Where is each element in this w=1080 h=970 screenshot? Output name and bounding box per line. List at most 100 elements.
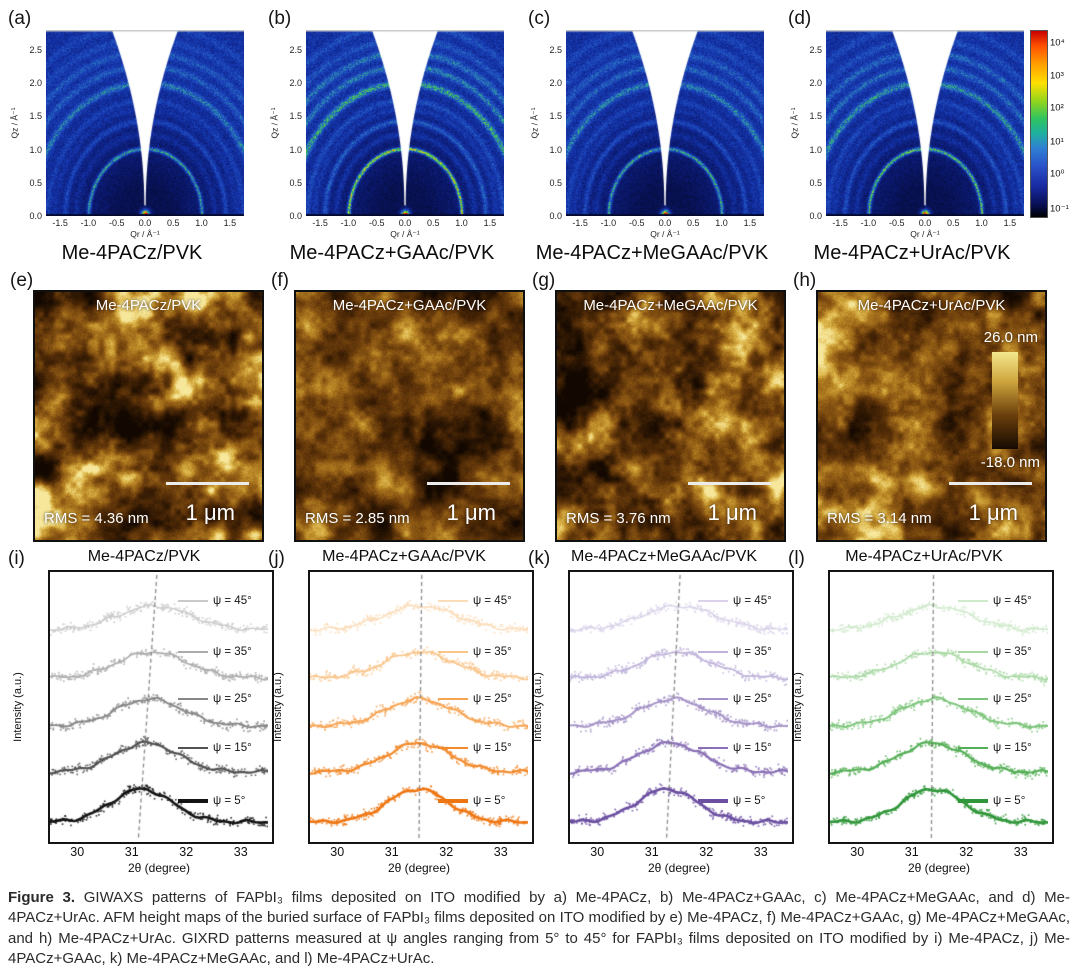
- gixrd-plot-j: [310, 572, 528, 842]
- x-tick-label: 32: [699, 845, 714, 859]
- y-axis-label: Intensity (a.u.): [532, 672, 544, 742]
- x-tick-label: 1.0: [715, 218, 728, 228]
- x-tick-label: 30: [850, 845, 865, 859]
- x-axis-label: Qr / Å⁻¹: [130, 229, 160, 239]
- y-axis-ticks: 0.0 0.5 1.0 1.5 2.0 2.5: [278, 30, 304, 221]
- sample-label-a: Me-4PACz/PVK: [61, 242, 203, 264]
- giwaxs-heatmap-b: [306, 30, 504, 216]
- x-tick-label: 0.5: [427, 218, 440, 228]
- scale-bar: [949, 482, 1032, 485]
- x-tick-label: 0.0: [138, 218, 152, 228]
- gixrd-title-k: Me-4PACz+MeGAAc/PVK: [571, 548, 757, 565]
- giwaxs-panel-c: (c) Qz / Å⁻¹ 0.0 0.5 1.0 1.5 2.0 2.5 -1.5 -1.0…: [526, 6, 778, 268]
- y-tick-label: 0.0: [549, 211, 562, 221]
- plot-frame: [48, 570, 274, 844]
- y-tick-label: 2.5: [809, 44, 822, 55]
- afm-image-g: Me-4PACz+MeGAAc/PVK RMS = 3.76 nm 1 μm: [555, 290, 786, 542]
- gixrd-panel-j: (j) Me-4PACz+GAAc/PVK Intensity (a.u.) ψ…: [266, 546, 534, 886]
- sample-label-b: Me-4PACz+GAAc/PVK: [289, 242, 495, 264]
- giwaxs-panel-b: (b) Qz / Å⁻¹ 0.0 0.5 1.0 1.5 2.0 2.5 -1.5 -1.0…: [266, 6, 518, 268]
- x-axis-label: 2θ (degree): [387, 861, 451, 875]
- sample-label-c: Me-4PACz+MeGAAc/PVK: [535, 242, 769, 264]
- giwaxs-plot-d: Qz / Å⁻¹ 0.0 0.5 1.0 1.5 2.0 2.5 -1.5 -1.0 -0.5…: [786, 30, 1038, 242]
- x-tick-label: 0.0: [918, 218, 932, 228]
- panel-letter-j: (j): [268, 548, 285, 569]
- y-tick-label: 2.5: [549, 44, 562, 55]
- panel-letter-b: (b): [268, 8, 292, 29]
- afm-panel-h: (h) Me-4PACz+UrAc/PVK 26.0 nm -18.0 nm R…: [791, 268, 1051, 546]
- x-axis-label: Qr / Å⁻¹: [650, 229, 680, 239]
- gixrd-plot-k: [570, 572, 788, 842]
- x-tick-label: 33: [753, 845, 768, 859]
- colorbar-tick-label: 10⁻¹: [1050, 203, 1069, 215]
- y-tick-label: 1.0: [289, 144, 302, 155]
- x-tick-label: 31: [384, 845, 399, 859]
- panel-letter-g: (g): [532, 270, 556, 291]
- x-axis-label: 2θ (degree): [127, 861, 191, 875]
- x-tick-label: -1.5: [572, 218, 588, 228]
- x-axis-label: 2θ (degree): [647, 861, 711, 875]
- giwaxs-heatmap-c: [566, 30, 764, 216]
- panel-letter-l: (l): [788, 548, 805, 569]
- colorbar-tick-label: 10³: [1050, 70, 1064, 82]
- scale-bar-label: 1 μm: [446, 500, 496, 525]
- caption-text: GIWAXS patterns of FAPbI₃ films deposite…: [8, 889, 1070, 967]
- y-tick-label: 2.0: [549, 78, 562, 89]
- y-tick-label: 1.5: [29, 111, 42, 122]
- x-tick-label: 1.5: [743, 218, 757, 228]
- x-axis-ticks: 30 31 32 33: [308, 845, 534, 859]
- afm-sample-label: Me-4PACz/PVK: [95, 297, 202, 314]
- y-tick-label: 2.0: [289, 78, 302, 89]
- x-axis-ticks: 30 31 32 33: [48, 845, 274, 859]
- x-axis-ticks: -1.5 -1.0 -0.5 0.0 0.5 1.0 1.5: [46, 218, 244, 229]
- y-tick-label: 1.5: [809, 111, 822, 122]
- giwaxs-plot-a: Qz / Å⁻¹ 0.0 0.5 1.0 1.5 2.0 2.5 -1.5 -1.0 -0.5…: [6, 30, 258, 242]
- caption-label: Figure 3.: [8, 889, 76, 906]
- y-tick-label: 0.0: [289, 211, 302, 221]
- x-tick-label: -0.5: [368, 218, 385, 228]
- x-tick-label: 30: [70, 845, 85, 859]
- giwaxs-panel-d: (d) Qz / Å⁻¹ 0.0 0.5 1.0 1.5 2.0 2.5 -1.5 -1.0…: [786, 6, 1038, 268]
- x-axis-ticks: -1.5 -1.0 -0.5 0.0 0.5 1.0 1.5: [306, 218, 504, 229]
- y-tick-label: 2.5: [289, 44, 302, 55]
- x-tick-label: 1.5: [1003, 218, 1017, 228]
- x-tick-label: 0.5: [947, 218, 960, 228]
- colorbar-tick-label: 10⁴: [1050, 37, 1065, 49]
- y-tick-label: 1.0: [549, 144, 562, 155]
- x-tick-label: 33: [233, 845, 248, 859]
- gixrd-title-i: Me-4PACz/PVK: [87, 548, 201, 565]
- gixrd-panel-i: (i) Me-4PACz/PVK Intensity (a.u.) ψ = 45…: [6, 546, 274, 886]
- x-tick-label: 32: [959, 845, 974, 859]
- y-tick-label: 0.5: [29, 177, 42, 188]
- x-tick-label: -1.5: [312, 218, 328, 228]
- plot-frame: [568, 570, 794, 844]
- y-tick-label: 1.5: [549, 111, 562, 122]
- colorbar-tick-label: 10¹: [1050, 136, 1064, 148]
- afm-height-map-f: [296, 292, 523, 540]
- y-tick-label: 2.0: [29, 78, 42, 89]
- x-axis-label: Qr / Å⁻¹: [910, 229, 940, 239]
- y-tick-label: 1.0: [29, 144, 42, 155]
- giwaxs-heatmap-a: [46, 30, 244, 216]
- gixrd-plot-l: [830, 572, 1048, 842]
- x-axis-label: Qr / Å⁻¹: [390, 229, 420, 239]
- x-tick-label: 30: [330, 845, 345, 859]
- x-tick-label: -0.5: [108, 218, 125, 228]
- afm-panel-g: (g) Me-4PACz+MeGAAc/PVK RMS = 3.76 nm 1 …: [530, 268, 790, 546]
- y-tick-label: 2.5: [29, 44, 42, 55]
- intensity-colorbar-gradient: [1030, 30, 1048, 218]
- y-axis-label: Intensity (a.u.): [792, 672, 804, 742]
- x-axis-ticks: -1.5 -1.0 -0.5 0.0 0.5 1.0 1.5: [566, 218, 764, 229]
- rms-value: RMS = 3.76 nm: [566, 510, 671, 527]
- gixrd-panel-k: (k) Me-4PACz+MeGAAc/PVK Intensity (a.u.)…: [526, 546, 794, 886]
- panel-letter-e: (e): [10, 270, 34, 291]
- x-tick-label: 0.0: [398, 218, 412, 228]
- y-axis-label: Intensity (a.u.): [272, 672, 284, 742]
- gixrd-title-j: Me-4PACz+GAAc/PVK: [322, 548, 486, 565]
- x-tick-label: -1.0: [600, 218, 617, 228]
- colorbar-tick-label: 10⁰: [1050, 168, 1065, 180]
- y-tick-label: 0.0: [809, 211, 822, 221]
- x-tick-label: 1.5: [483, 218, 497, 228]
- x-tick-label: -1.0: [860, 218, 877, 228]
